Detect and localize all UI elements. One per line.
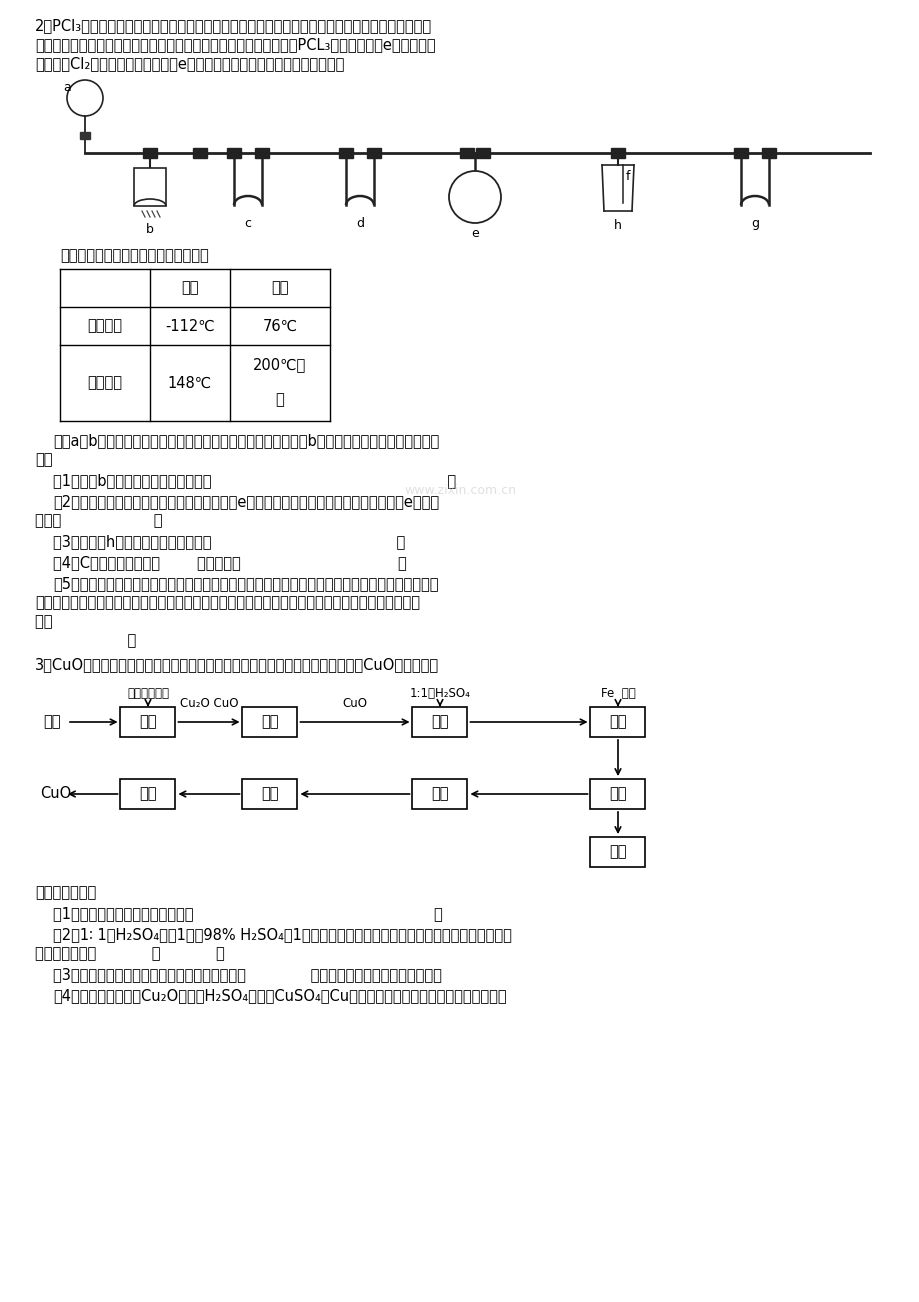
Bar [142,148,157,158]
Text: a: a [62,81,71,94]
Text: （4）已知氧化亚铜（Cu₂O）与稀H₂SO₄反应有CuSO₄和Cu生成。假设倍烧后固体只含铜的氧化物，: （4）已知氧化亚铜（Cu₂O）与稀H₂SO₄反应有CuSO₄和Cu生成。假设倍烧… [53,988,506,1003]
Text: 铜粉: 铜粉 [43,715,61,729]
Text: www.zixin.com.cn: www.zixin.com.cn [403,483,516,496]
Text: 再浸入乙醚中片刻即可完全除去水分。已知酒精与乙醚互溶，乙醚易挥发。用上述方法除去水分的原: 再浸入乙醚中片刻即可完全除去水分。已知酒精与乙醚互溶，乙醚易挥发。用上述方法除去… [35,595,420,611]
Text: 洗涤: 洗涤 [431,786,448,802]
Text: 五氯化磷: 五氯化磷 [87,375,122,391]
Circle shape [448,171,501,223]
Text: 图中a、b应该装入的试剂或药品分别是浓盐酸和二氧化锂，并在b仪器处加热。请据此回答下列问: 图中a、b应该装入的试剂或药品分别是浓盐酸和二氧化锂，并在b仪器处加热。请据此回… [53,434,438,448]
Text: 因是: 因是 [35,615,182,629]
Text: 白磷，将Cl₂迅速而有不间断地通入e中，氯气与白磷会发生反应，产生火焰。: 白磷，将Cl₂迅速而有不间断地通入e中，氯气与白磷会发生反应，产生火焰。 [35,56,344,72]
Text: 1:1的H₂SO₄: 1:1的H₂SO₄ [409,687,470,700]
Text: 题：: 题： [35,452,52,467]
Text: g: g [750,217,758,230]
Text: -112℃: -112℃ [165,319,214,333]
Text: e: e [471,227,479,240]
Bar [243,779,297,809]
Text: （4）C中所盛装的试剂是        ，其作用是                                  。: （4）C中所盛装的试剂是 ，其作用是 。 [53,555,406,570]
Text: 放少量                    。: 放少量 。 [35,513,163,529]
Text: d: d [356,217,364,230]
Text: 三氯化磷: 三氯化磷 [87,319,122,333]
Bar [255,148,268,158]
Bar [193,148,207,158]
Text: 氧化: 氧化 [261,715,278,729]
Bar [761,148,775,158]
Text: 倍烧: 倍烧 [139,715,156,729]
Bar [227,148,241,158]
Text: （2）1∶ 1的H₂SO₄是用1体积98% H₂SO₄与1体积水混合而成。配制该确酸溶液所需的玻璃仪器除玻: （2）1∶ 1的H₂SO₄是用1体积98% H₂SO₄与1体积水混合而成。配制该… [53,927,511,943]
Bar [338,148,353,158]
Bar [590,779,645,809]
Text: b: b [146,223,153,236]
Bar [134,168,165,206]
Text: 有机物与水分: 有机物与水分 [127,687,169,700]
Bar [733,148,747,158]
Text: 过滤: 过滤 [608,786,626,802]
Text: （3）该工艺会产生一定量的酸性气体，该气体是              （写分子式），应加以回收处理。: （3）该工艺会产生一定量的酸性气体，该气体是 （写分子式），应加以回收处理。 [53,967,441,982]
Bar [460,148,473,158]
Bar [367,148,380,158]
Bar [120,707,176,737]
Text: （5）实验室将白磷保存于水中，取出的白磷用滤纸初步吸去表面水分，然后浸入无水酒精中片刻，: （5）实验室将白磷保存于水中，取出的白磷用滤纸初步吸去表面水分，然后浸入无水酒精… [53,575,438,591]
Bar [590,837,645,867]
Bar [243,707,297,737]
Text: 。: 。 [35,633,136,648]
Text: 148℃: 148℃ [168,375,212,391]
Text: 滤液: 滤液 [608,845,626,859]
Text: f: f [625,171,630,184]
Bar [412,779,467,809]
Text: CuO: CuO [342,697,367,710]
Text: CuO: CuO [40,786,71,802]
Bar [80,132,90,139]
Text: （3）在烧杯h中加入冰盐水，其作用是                                        。: （3）在烧杯h中加入冰盐水，其作用是 。 [53,534,404,549]
Text: c: c [244,217,251,230]
Text: 回答下列问题：: 回答下列问题： [35,885,96,900]
Text: （1）写函b中发生反应的化学方程式：                                                   。: （1）写函b中发生反应的化学方程式： 。 [53,473,456,488]
Bar [610,148,624,158]
Text: 熔点: 熔点 [181,280,199,296]
Text: 置换: 置换 [608,715,626,729]
Text: Fe  气体: Fe 气体 [600,687,635,700]
Bar [120,779,176,809]
Text: 200℃分: 200℃分 [253,357,306,372]
Bar [475,148,490,158]
Bar [590,707,645,737]
Text: 沸点: 沸点 [271,280,289,296]
Bar [412,707,467,737]
Text: 璃棒外，还需要            、            。: 璃棒外，还需要 、 。 [35,947,224,961]
Text: 倍烧: 倍烧 [261,786,278,802]
Text: （2）氯气和白磷反应放出大量的热，为使仪器e不致因局部过热而炸裂，实验开始前应在e的底部: （2）氯气和白磷反应放出大量的热，为使仪器e不致因局部过热而炸裂，实验开始前应在… [53,493,438,509]
Text: 76℃: 76℃ [262,319,297,333]
Text: 氧化: 氧化 [139,786,156,802]
Circle shape [67,79,103,116]
Text: h: h [613,219,621,232]
Text: 溶解: 溶解 [431,715,448,729]
Text: Cu₂O CuO: Cu₂O CuO [179,697,238,710]
Text: 三氯化磷和五氯化磷的物理常数如下：: 三氯化磷和五氯化磷的物理常数如下： [60,247,209,263]
Text: 3．CuO可用作颜料、玻璃磨光剂、有机合成催化剂等。以下是用铜粉氧化法生产CuO的流程图：: 3．CuO可用作颜料、玻璃磨光剂、有机合成催化剂等。以下是用铜粉氧化法生产CuO… [35,658,438,672]
Text: 解: 解 [276,392,284,408]
Text: （1）写出溶解过程中的离子方程式                                                    。: （1）写出溶解过程中的离子方程式 。 [53,906,442,921]
Text: 2．PCl₃有毒，在潮湿的空气中可发生水解反应产生大量的白雾。它在实验室和工业上都有重要的应: 2．PCl₃有毒，在潮湿的空气中可发生水解反应产生大量的白雾。它在实验室和工业上… [35,18,432,33]
Text: 用。在实验室中可用下图所示装置（酒精灯、铁架台等未画出）制取PCL₃，在圆底烧瓶e中放入足量: 用。在实验室中可用下图所示装置（酒精灯、铁架台等未画出）制取PCL₃，在圆底烧瓶… [35,36,436,52]
